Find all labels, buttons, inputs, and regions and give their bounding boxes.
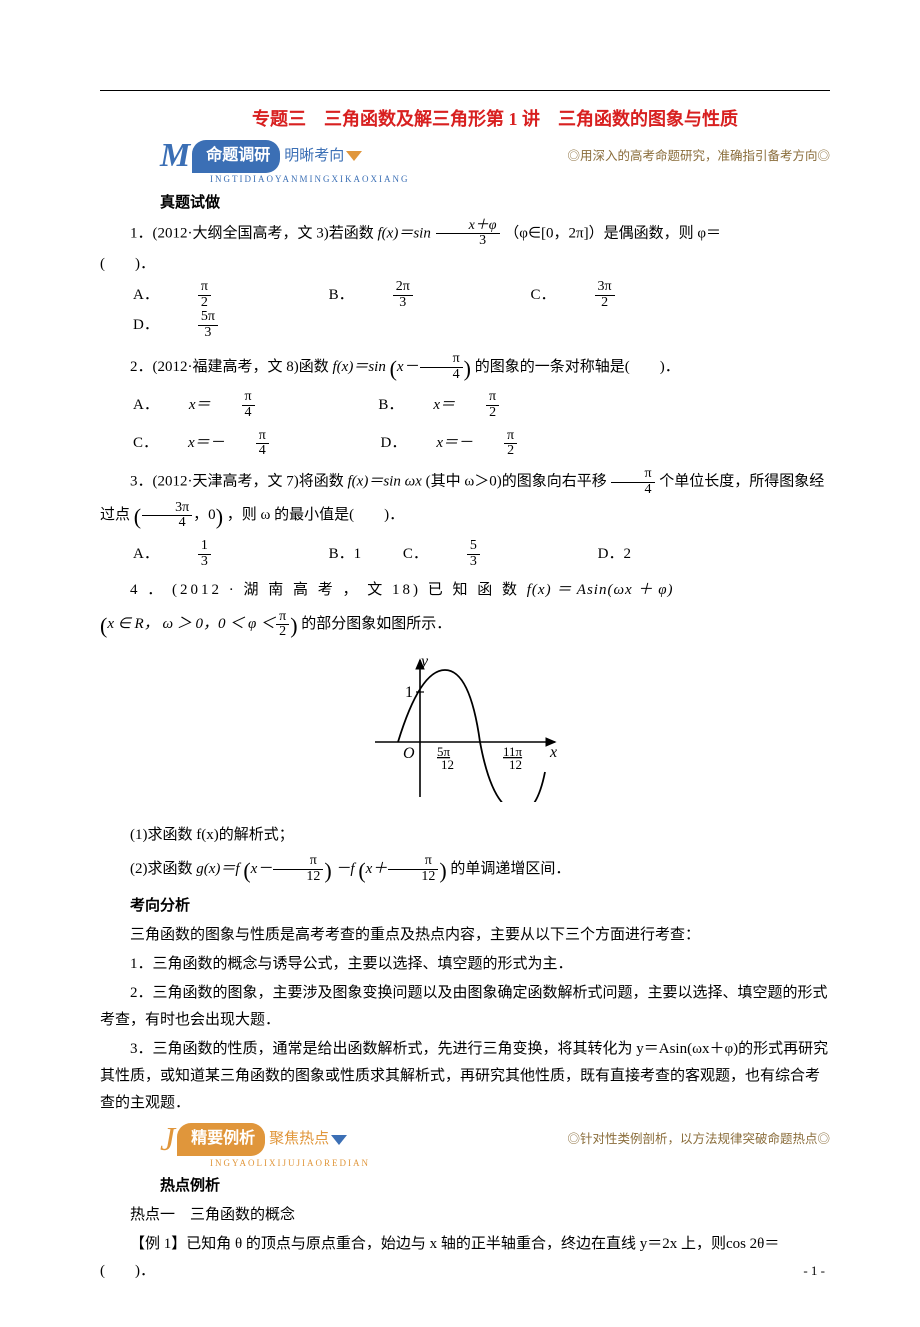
q3-options: A．13 B．1 C．53 D．2 [133, 539, 830, 569]
example1: 【例 1】已知角 θ 的顶点与原点重合，始边与 x 轴的正半轴重合，终边在直线 … [100, 1231, 830, 1285]
q4-p1: (1)求函数 f(x)的解析式； [100, 822, 830, 849]
banner1-tail: 明晰考向 [284, 143, 344, 170]
svg-text:y: y [419, 653, 429, 670]
hot1: 热点一 三角函数的概念 [100, 1202, 830, 1229]
banner2-pinyin: INGYAOLIXIJUJIAOREDIAN [210, 1155, 830, 1171]
section-hotspot: 热点例析 [160, 1173, 830, 1200]
q1-stem: 1．(2012·大纲全国高考，文 3)若函数 f(x)＝sin x＋φ 3 （φ… [100, 219, 830, 249]
kaoxiang-head: 考向分析 [100, 893, 830, 920]
svg-text:12: 12 [441, 757, 454, 772]
q4-cond: (x ∈ R， ω ＞ 0，0 ＜ φ ＜π2) 的部分图象如图所示． [100, 606, 830, 646]
q2-options-row1: A．x＝π4 B．x＝π2 [133, 390, 830, 420]
svg-text:12: 12 [509, 757, 522, 772]
kx0: 三角函数的图象与性质是高考考查的重点及热点内容，主要从以下三个方面进行考查： [100, 922, 830, 949]
banner-mingti: M 命题调研 明晰考向 ◎用深入的高考命题研究，准确指引备考方向◎ [160, 139, 830, 173]
svg-text:x: x [549, 744, 557, 761]
kx3: 3．三角函数的性质，通常是给出函数解析式，先进行三角变换，将其转化为 y＝Asi… [100, 1036, 830, 1117]
q1-paren: ( )． [100, 251, 830, 278]
kx2: 2．三角函数的图象，主要涉及图象变换问题以及由图象确定函数解析式问题，主要以选择… [100, 980, 830, 1034]
letter-m-icon: M [160, 139, 190, 173]
banner1-pinyin: INGTIDIAOYANMINGXIKAOXIANG [210, 171, 830, 187]
q3-stem: 3．(2012·天津高考，文 7)将函数 f(x)＝sin ωx (其中 ω＞0… [100, 467, 830, 537]
q1-fx: f(x)＝sin [378, 225, 431, 241]
svg-text:O: O [403, 745, 415, 762]
banner2-bubble: 精要例析 [177, 1123, 265, 1156]
q1-text-a: 1．(2012·大纲全国高考，文 3)若函数 [130, 225, 378, 241]
q2-stem: 2．(2012·福建高考，文 8)函数 f(x)＝sin (x－π4) 的图象的… [100, 349, 830, 389]
banner2-tail: 聚焦热点 [269, 1126, 329, 1153]
kx1: 1．三角函数的概念与诱导公式，主要以选择、填空题的形式为主． [100, 951, 830, 978]
q2-options-row2: C．x＝－π4 D．x＝－π2 [133, 429, 830, 459]
q4-stem: 4 ． (2012 · 湖 南 高 考 ， 文 18) 已 知 函 数 f(x)… [100, 577, 830, 604]
banner2-right: ◎针对性类例剖析，以方法规律突破命题热点◎ [567, 1128, 830, 1151]
sine-graph-icon: 1 y x O 5π 12 11π 12 [365, 652, 565, 802]
banner1-right: ◎用深入的高考命题研究，准确指引备考方向◎ [567, 145, 830, 168]
banner-jingyao: J 精要例析 聚焦热点 ◎针对性类例剖析，以方法规律突破命题热点◎ [160, 1123, 830, 1157]
q1-text-b: （φ∈[0，2π]）是偶函数，则 φ＝ [504, 225, 721, 241]
page-number: - 1 - [803, 1259, 825, 1282]
q4-p2: (2)求函数 g(x)＝f (x－π12) －f (x＋π12) 的单调递增区间… [100, 851, 830, 891]
section-zhenti: 真题试做 [160, 190, 830, 217]
arrow-down-icon [346, 151, 362, 161]
q4-graph: 1 y x O 5π 12 11π 12 [100, 652, 830, 812]
arrow-down-icon [331, 1135, 347, 1145]
page-top-rule [100, 90, 830, 91]
graph-one: 1 [405, 684, 413, 701]
letter-j-icon: J [160, 1123, 175, 1157]
q1-frac: x＋φ 3 [436, 219, 500, 249]
banner1-bubble: 命题调研 [192, 140, 280, 173]
chapter-title: 专题三 三角函数及解三角形第 1 讲 三角函数的图象与性质 [160, 103, 830, 135]
q1-options: A．π2 B．2π3 C．3π2 D．5π3 [133, 280, 830, 341]
